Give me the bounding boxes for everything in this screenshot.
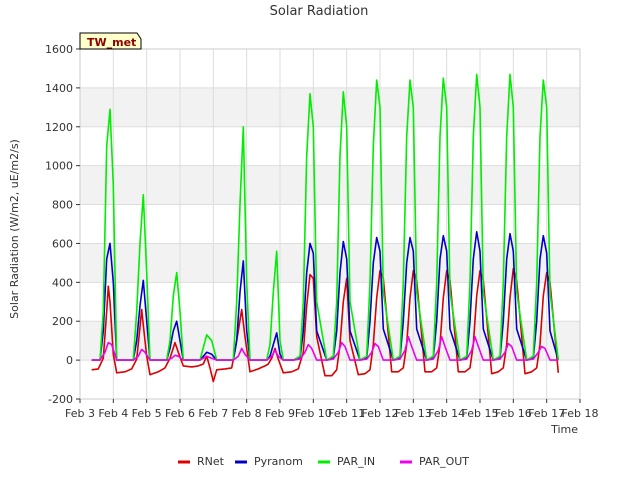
x-tick-label: Feb 3 [65, 407, 95, 420]
station-badge-shape [79, 32, 142, 50]
x-tick-label: Feb 12 [362, 407, 399, 420]
y-tick-label: 1000 [45, 160, 73, 173]
plot-band [80, 165, 580, 205]
plot-band [80, 204, 580, 244]
series-lines [91, 73, 560, 383]
x-tick-label: Feb 5 [132, 407, 162, 420]
x-tick-label: Feb 17 [528, 407, 565, 420]
x-tick-label: Feb 8 [232, 407, 262, 420]
legend-label-par-in: PAR_IN [337, 455, 375, 468]
series-line-par-out [91, 335, 559, 361]
x-tick-label: Feb 6 [165, 407, 195, 420]
y-axis-label: Solar Radiation (W/m2, uE/m2/s) [8, 139, 21, 319]
x-tick-label: Feb 7 [198, 407, 228, 420]
legend-label-rnet: RNet [197, 455, 225, 468]
y-axis-ticks: -200 0 200 400 600 800 1000 1200 1400 1600 [45, 43, 80, 406]
legend-label-par-out: PAR_OUT [419, 455, 469, 468]
legend-label-pyranom: Pyranom [254, 455, 303, 468]
y-tick-label: 400 [52, 276, 73, 289]
y-tick-label: 200 [52, 315, 73, 328]
y-tick-label: 1200 [45, 121, 73, 134]
x-axis-label: Time [550, 423, 578, 436]
x-tick-label: Feb 14 [428, 407, 465, 420]
x-tick-label: Feb 15 [462, 407, 499, 420]
plot-band [80, 321, 580, 361]
series-line-par-in [91, 73, 560, 361]
chart-title: Solar Radiation [270, 4, 369, 19]
y-tick-label: -200 [48, 393, 73, 406]
x-tick-label: Feb 13 [395, 407, 432, 420]
plot-band [80, 360, 580, 399]
x-tick-label: Feb 9 [265, 407, 295, 420]
plot-band [80, 282, 580, 322]
y-tick-label: 0 [66, 354, 73, 367]
plot-band [80, 243, 580, 283]
station-badge: TW_met [79, 32, 142, 50]
plot-band [80, 87, 580, 127]
y-tick-label: 1400 [45, 82, 73, 95]
y-tick-label: 1600 [45, 43, 73, 56]
plot-band [80, 126, 580, 166]
y-tick-label: 600 [52, 237, 73, 250]
x-axis-ticks: Feb 3 Feb 4 Feb 5 Feb 6 Feb 7 Feb 8 Feb 9 Feb 1… [65, 399, 598, 420]
series-line-rnet [91, 267, 560, 383]
x-tick-label: Feb 4 [98, 407, 128, 420]
plot-area-frame [79, 48, 581, 400]
legend: RNet Pyranom PAR_IN PAR_OUT [178, 455, 469, 468]
plot-bands [80, 49, 580, 399]
x-tick-label: Feb 16 [495, 407, 532, 420]
y-tick-label: 800 [52, 199, 73, 212]
station-badge-label: TW_met [87, 36, 136, 49]
x-tick-label: Feb 10 [295, 407, 332, 420]
x-tick-label: Feb 18 [562, 407, 599, 420]
plot-band [80, 49, 580, 88]
x-tick-label: Feb 11 [328, 407, 365, 420]
